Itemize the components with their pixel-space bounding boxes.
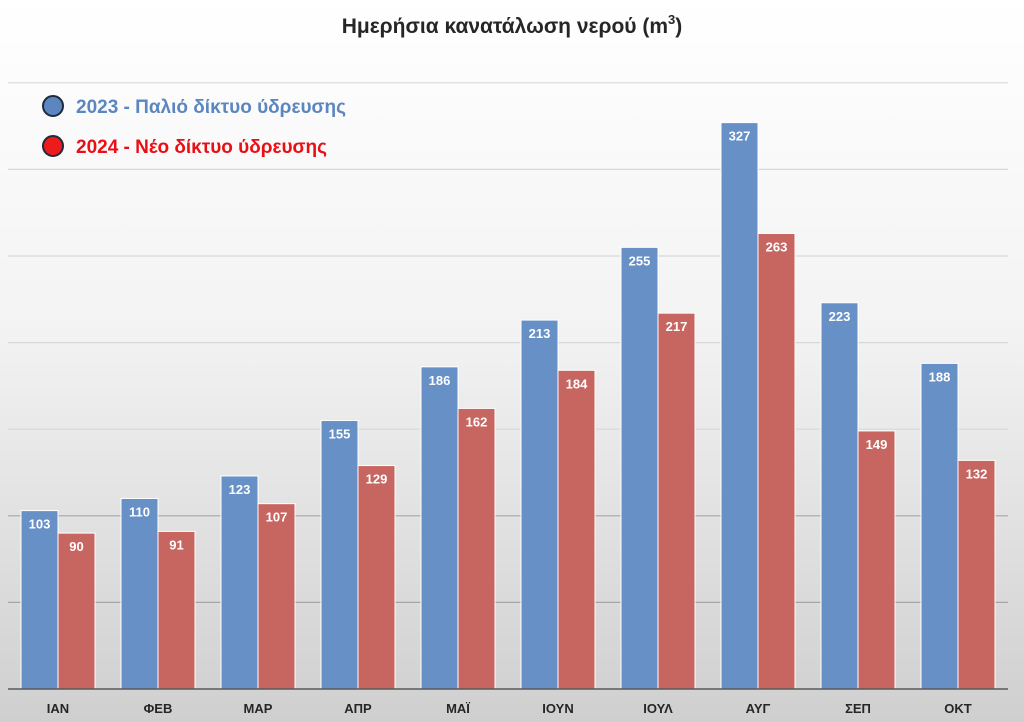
bar-2024-4 (357, 465, 396, 690)
data-label: 255 (629, 253, 651, 268)
data-label: 123 (229, 482, 251, 497)
bar-2023-9 (820, 302, 859, 690)
x-tick-label: ΙΑΝ (47, 701, 69, 716)
legend-marker-2024 (42, 135, 64, 157)
data-label: 213 (529, 326, 551, 341)
data-label: 186 (429, 373, 451, 388)
bar-2024-7 (657, 312, 696, 690)
x-tick-label: ΙΟΥΛ (643, 701, 673, 716)
data-label: 103 (29, 517, 51, 532)
data-label: 184 (566, 376, 588, 391)
x-tick-label: ΑΠΡ (344, 701, 372, 716)
bar-2023-2 (120, 497, 159, 690)
x-tick-label: ΑΥΓ (746, 701, 771, 716)
data-label: 149 (866, 437, 888, 452)
bar-2024-10 (957, 459, 996, 690)
bar-2024-6 (557, 369, 596, 690)
data-label: 155 (329, 427, 351, 442)
gridlines (8, 82, 1008, 604)
legend-label-2024: 2024 - Νέο δίκτυο ύδρευσης (76, 137, 327, 158)
x-tick-label: ΣΕΠ (845, 701, 871, 716)
chart-title-suffix: ) (675, 15, 682, 38)
data-label: 91 (169, 537, 183, 552)
x-tick-label: ΜΑΡ (244, 701, 273, 716)
data-label: 129 (366, 472, 388, 487)
data-label: 263 (766, 239, 788, 254)
chart-title-superscript: 3 (668, 12, 675, 27)
x-tick-label: ΜΑΪ (446, 701, 470, 716)
legend-marker-2023 (42, 95, 64, 117)
data-label: 162 (466, 414, 488, 429)
bar-2023-5 (420, 366, 459, 690)
data-label: 90 (69, 539, 83, 554)
bar-2023-6 (520, 319, 559, 690)
bar-2023-10 (920, 362, 959, 690)
data-label: 188 (929, 369, 951, 384)
bar-2023-3 (220, 475, 259, 690)
legend-label-2023: 2023 - Παλιό δίκτυο ύδρευσης (76, 97, 346, 118)
bar-2023-7 (620, 246, 659, 690)
bar-2024-5 (457, 407, 496, 690)
data-label: 223 (829, 309, 851, 324)
data-label: 217 (666, 319, 688, 334)
x-tick-label: ΦΕΒ (144, 701, 173, 716)
legend: 2023 - Παλιό δίκτυο ύδρευσης 2024 - Νέο δ… (42, 95, 346, 158)
chart-title: Ημερήσια κανατάλωση νερού (m3) (342, 12, 683, 38)
data-label: 110 (129, 504, 150, 519)
x-axis: ΙΑΝ ΦΕΒ ΜΑΡ ΑΠΡ ΜΑΪ ΙΟΥΝ ΙΟΥΛ ΑΥΓ ΣΕΠ ΟΚΤ (8, 688, 1008, 716)
x-tick-label: ΙΟΥΝ (542, 701, 573, 716)
data-label: 107 (266, 510, 288, 525)
bar-2024-9 (857, 430, 896, 690)
bar-2023-4 (320, 420, 359, 690)
bar-2024-1 (57, 532, 96, 690)
data-label: 132 (966, 466, 988, 481)
bar-2024-3 (257, 503, 296, 690)
chart-title-main: Ημερήσια κανατάλωση νερού (m (342, 15, 668, 38)
bar-2024-2 (157, 530, 196, 690)
bar-2023-8 (720, 122, 759, 690)
bar-2023-1 (20, 510, 59, 690)
x-tick-label: ΟΚΤ (944, 701, 972, 716)
data-label: 327 (729, 129, 751, 144)
bar-2024-8 (757, 232, 796, 690)
bars: 103 90 110 91 123 107 155 129 186 162 213 184 255 217… (20, 122, 996, 690)
